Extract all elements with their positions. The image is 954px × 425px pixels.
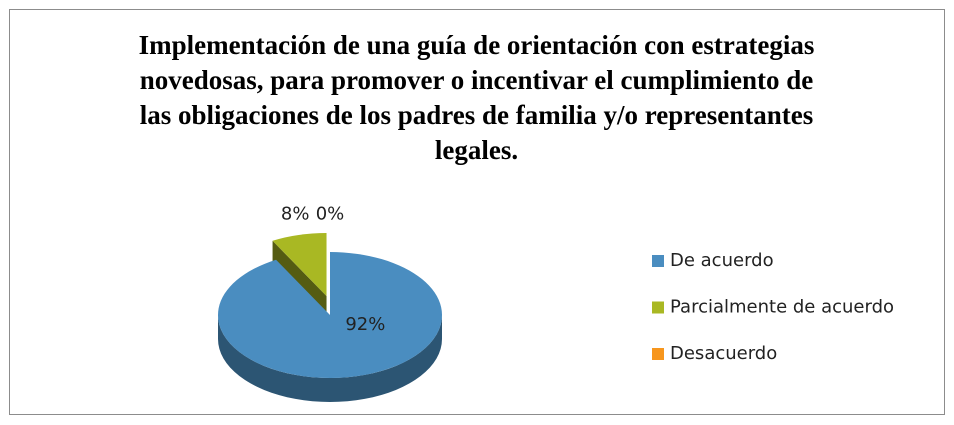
legend-label: De acuerdo: [670, 250, 774, 271]
legend-label: Desacuerdo: [670, 343, 777, 364]
legend-swatch: [652, 255, 664, 267]
pie-slice: [218, 252, 443, 378]
data-label: 8%: [281, 204, 310, 225]
chart-title: Implementación de una guía de orientació…: [138, 30, 815, 165]
data-label: 0%: [316, 203, 345, 224]
pie-slice-side: [218, 315, 442, 402]
legend-swatch: [652, 348, 664, 360]
chart-frame: [9, 9, 945, 415]
pie-slice: [272, 233, 327, 297]
legend-label: Parcialmente de acuerdo: [670, 297, 894, 318]
data-label: 92%: [345, 314, 385, 335]
legend-swatch: [652, 301, 664, 314]
